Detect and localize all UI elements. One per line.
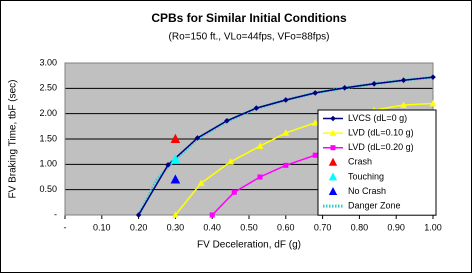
chart-title: CPBs for Similar Initial Conditions bbox=[151, 11, 347, 25]
x-tick-label: 0.40 bbox=[203, 222, 221, 232]
legend-label: Danger Zone bbox=[348, 200, 401, 210]
legend-marker bbox=[330, 115, 336, 122]
data-point bbox=[283, 162, 289, 168]
data-point bbox=[194, 135, 201, 141]
data-point bbox=[224, 117, 230, 124]
legend: LVCS (dL=0 g) LVD (dL=0.10 g) LVD (dL=0.20… bbox=[317, 109, 437, 216]
y-tick-label: - bbox=[54, 209, 57, 219]
y-tick-label: 2.50 bbox=[39, 83, 57, 93]
legend-marker bbox=[329, 129, 337, 136]
data-point bbox=[400, 77, 407, 84]
data-point bbox=[312, 152, 318, 158]
data-point bbox=[371, 80, 377, 87]
data-point bbox=[197, 179, 205, 186]
data-point bbox=[170, 133, 181, 143]
x-tick-label: - bbox=[64, 222, 67, 232]
legend-label: Touching bbox=[348, 171, 384, 181]
x-tick-label: 0.70 bbox=[314, 222, 332, 232]
data-point bbox=[283, 97, 289, 103]
legend-marker bbox=[328, 157, 338, 166]
x-axis-title: FV Deceleration, dF (g) bbox=[197, 240, 301, 251]
data-point bbox=[209, 212, 215, 218]
data-point bbox=[400, 101, 407, 108]
x-tick-label: 0.90 bbox=[387, 222, 405, 232]
y-tick-label: 1.00 bbox=[39, 159, 57, 169]
data-point bbox=[257, 174, 263, 180]
legend-label: No Crash bbox=[348, 186, 386, 196]
data-point bbox=[429, 99, 437, 107]
data-point bbox=[170, 174, 181, 184]
y-tick-label: 2.00 bbox=[39, 108, 57, 118]
data-point bbox=[253, 105, 260, 111]
legend-marker bbox=[328, 186, 338, 195]
x-tick-label: 0.30 bbox=[167, 222, 185, 232]
x-tick-label: 1.00 bbox=[424, 222, 442, 232]
legend-label: LVCS (dL=0 g) bbox=[348, 113, 407, 123]
legend-label: LVD (dL=0.10 g) bbox=[348, 127, 414, 137]
data-point bbox=[282, 129, 290, 136]
legend-marker bbox=[328, 172, 338, 181]
series-line bbox=[174, 102, 434, 216]
x-tick-label: 0.20 bbox=[130, 222, 148, 232]
data-point bbox=[256, 142, 264, 149]
y-axis-title: FV Braking Time, tbF (sec) bbox=[8, 80, 19, 199]
data-point bbox=[341, 85, 348, 91]
chart-subtitle: (Ro=150 ft., VLo=44fps, VFo=88fps) bbox=[169, 32, 330, 43]
x-tick-label: 0.10 bbox=[93, 222, 111, 232]
legend-label: Crash bbox=[348, 157, 372, 167]
data-point bbox=[227, 158, 234, 165]
y-tick-label: 0.50 bbox=[39, 184, 57, 194]
y-tick-label: 1.50 bbox=[39, 133, 57, 143]
legend-box bbox=[317, 109, 437, 216]
data-point bbox=[170, 154, 181, 164]
data-point bbox=[135, 212, 142, 218]
x-tick-label: 0.60 bbox=[277, 222, 295, 232]
legend-label: LVD (dL=0.20 g) bbox=[348, 142, 414, 152]
legend-marker bbox=[330, 145, 336, 151]
data-point bbox=[311, 119, 319, 126]
data-point bbox=[430, 74, 436, 80]
data-point bbox=[165, 162, 171, 168]
data-point bbox=[312, 90, 319, 96]
data-point bbox=[231, 189, 237, 195]
x-tick-label: 0.80 bbox=[351, 222, 369, 232]
y-tick-label: 3.00 bbox=[39, 57, 57, 67]
x-tick-label: 0.50 bbox=[240, 222, 258, 232]
data-point bbox=[172, 211, 179, 218]
